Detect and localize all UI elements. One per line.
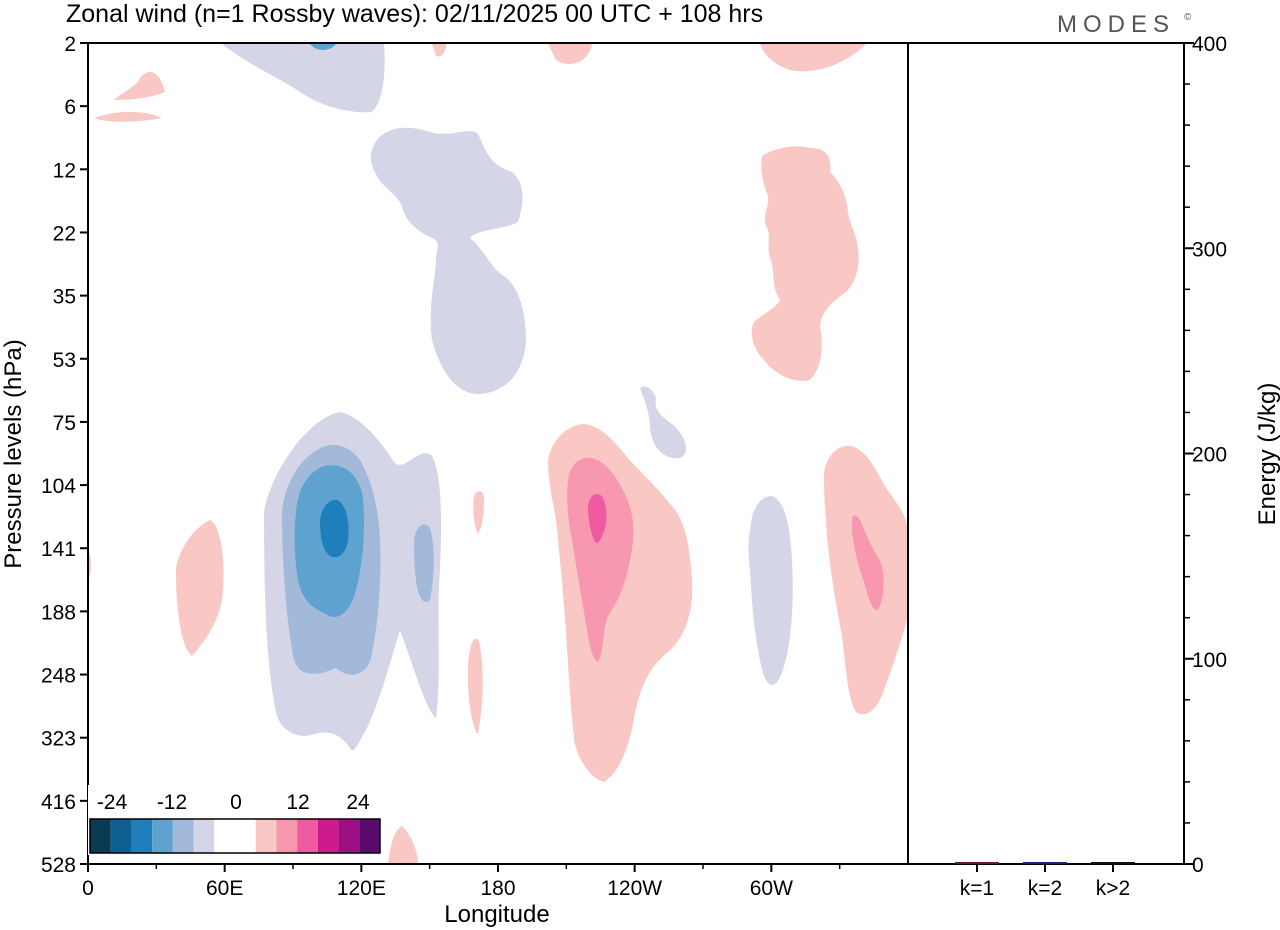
colorbar-swatch [110, 819, 132, 853]
pressure-tick-label: 12 [53, 159, 76, 182]
contour-pos-main-l2 [567, 457, 634, 662]
colorbar-swatch [338, 819, 360, 853]
colorbar-label: 12 [286, 791, 309, 814]
pressure-tick-label: 141 [41, 538, 76, 561]
contour-pos-top-c [432, 44, 446, 57]
contour-pos-plume [751, 146, 859, 381]
contour-pos-streak-b [468, 638, 483, 734]
energy-panel: 0 100 200 300 400 k=1 k=2 k>2 [955, 33, 1227, 900]
contour-field [88, 44, 908, 864]
colorbar-swatch [297, 819, 318, 853]
colorbar-swatch [90, 819, 111, 853]
energy-bar [955, 862, 999, 864]
contour-pos-topleft-b [94, 111, 162, 122]
energy-tick-label: 0 [1192, 854, 1204, 877]
longitude-tick-label: 60W [750, 877, 793, 900]
colorbar-swatch [152, 819, 173, 853]
energy-tick-label: 300 [1192, 238, 1227, 261]
colorbar-label: 24 [346, 791, 370, 814]
pressure-tick-label: 35 [53, 286, 76, 309]
pressure-tick-label: 416 [41, 791, 76, 814]
colorbar-swatch [193, 819, 215, 853]
colorbar-swatch [172, 819, 194, 853]
colorbar-swatch [317, 819, 339, 853]
pressure-tick-label: 2 [64, 33, 76, 56]
energy-tick-label: 200 [1192, 444, 1227, 467]
pressure-axis: 2 6 12 22 35 53 75 104 141 188 248 323 416 528 [41, 33, 88, 877]
colorbar: -24 -12 0 12 24 [88, 785, 382, 855]
energy-bar [1023, 862, 1067, 864]
energy-axis-label: Energy (J/kg) [1254, 383, 1280, 526]
colorbar-label: 0 [230, 791, 242, 814]
contour-pos-top-e [760, 44, 866, 72]
energy-category-label: k>2 [1096, 877, 1130, 900]
colorbar-label: -12 [157, 791, 187, 814]
y-axis-label: Pressure levels (hPa) [0, 339, 27, 568]
pressure-tick-label: 528 [41, 854, 76, 877]
colorbar-swatch [276, 819, 298, 853]
x-axis-label: Longitude [444, 901, 549, 928]
modes-logo: MODES [1057, 11, 1175, 38]
contour-pos-east-l2 [852, 515, 884, 611]
longitude-tick-label: 120W [607, 877, 662, 900]
contour-neg-60w [748, 496, 793, 685]
longitude-tick-label: 180 [480, 877, 515, 900]
contour-neg-small [640, 386, 687, 459]
pressure-tick-label: 53 [53, 349, 76, 372]
pressure-tick-label: 75 [53, 412, 76, 435]
longitude-axis: 0 60E 120E 180 120W 60W [82, 864, 841, 900]
colorbar-frame [89, 818, 381, 854]
pressure-tick-label: 22 [53, 222, 76, 245]
contour-pos-top-d [548, 44, 592, 65]
contour-neg-top-core [310, 44, 336, 50]
contour-pos-streak-a [473, 491, 484, 534]
contour-neg-side [414, 524, 434, 602]
colorbar-swatch [359, 819, 380, 853]
contour-neg-top [222, 44, 385, 113]
chart-title: Zonal wind (n=1 Rossby waves): 02/11/202… [66, 0, 763, 28]
colorbar-label: -24 [97, 791, 128, 814]
energy-category-label: k=2 [1028, 877, 1062, 900]
pressure-tick-label: 6 [64, 96, 76, 119]
contour-pos-topleft-a [114, 71, 165, 100]
longitude-tick-label: 0 [82, 877, 94, 900]
colorbar-swatch [214, 819, 235, 853]
energy-tick-label: 400 [1192, 33, 1227, 56]
contour-neg-main-l4 [320, 499, 349, 558]
longitude-tick-label: 60E [206, 877, 243, 900]
pressure-tick-label: 104 [41, 475, 76, 498]
longitude-tick-label: 120E [337, 877, 386, 900]
energy-tick-label: 100 [1192, 649, 1227, 672]
contour-pos-main-l3 [588, 494, 607, 543]
contour-pos-45e [176, 520, 224, 656]
energy-bar [1091, 862, 1135, 864]
contour-pos-bottom [388, 826, 418, 864]
contour-neg-plume [370, 127, 526, 395]
colorbar-swatch [235, 819, 256, 853]
energy-category-label: k=1 [960, 877, 994, 900]
pressure-tick-label: 248 [41, 665, 76, 688]
pressure-tick-label: 323 [41, 728, 76, 751]
pressure-tick-label: 188 [41, 601, 76, 624]
modes-logo-mark: © [1184, 12, 1192, 23]
colorbar-swatch [131, 819, 153, 853]
colorbar-swatch [255, 819, 277, 853]
